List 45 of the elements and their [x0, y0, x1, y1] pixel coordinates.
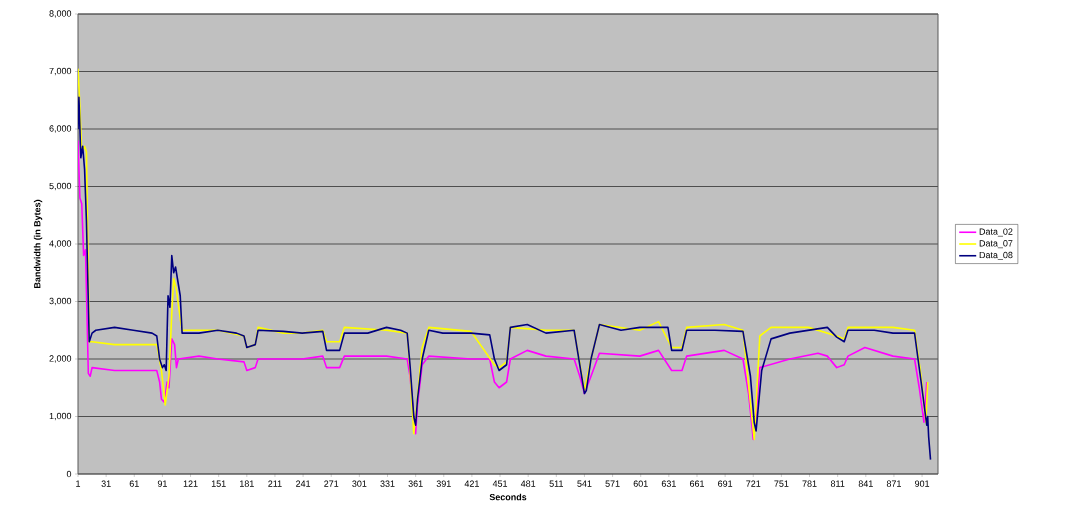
x-tick-label: 91	[157, 480, 167, 487]
x-tick-label: 781	[802, 480, 817, 487]
y-tick-label: 8,000	[49, 10, 72, 18]
x-tick-label: 331	[380, 480, 395, 487]
x-tick-label: 601	[633, 480, 648, 487]
y-tick-label: 6,000	[49, 125, 72, 133]
x-tick-label: 391	[436, 480, 451, 487]
x-tick-label: 241	[296, 480, 311, 487]
x-tick-label: 181	[240, 480, 254, 487]
x-tick-label: 1	[76, 480, 81, 487]
x-tick-label: 901	[915, 480, 930, 487]
x-tick-label: 541	[577, 480, 592, 487]
x-tick-label: 811	[830, 480, 845, 487]
x-tick-label: 211	[268, 480, 282, 487]
x-tick-label: 31	[101, 480, 111, 487]
legend-label: Data_07	[979, 240, 1013, 249]
x-tick-label: 121	[183, 480, 198, 487]
x-tick-label: 151	[211, 480, 226, 487]
x-tick-label: 451	[492, 480, 508, 487]
x-tick-label: 361	[408, 480, 423, 487]
x-tick-label: 751	[774, 480, 789, 487]
y-tick-label: 0	[66, 470, 72, 478]
x-tick-label: 61	[129, 480, 139, 487]
y-tick-label: 1,000	[49, 412, 72, 421]
y-tick-label: 5,000	[49, 182, 72, 191]
legend-label: Data_02	[979, 228, 1013, 237]
y-axis-title: Bandwidth (in Bytes)	[33, 199, 43, 288]
x-tick-label: 841	[858, 480, 873, 487]
legend-label: Data_08	[979, 251, 1013, 260]
x-tick-label: 481	[520, 480, 536, 487]
x-tick-label: 301	[352, 480, 367, 487]
x-tick-label: 691	[718, 480, 733, 487]
y-tick-label: 7,000	[49, 67, 72, 76]
x-tick-label: 871	[886, 480, 901, 487]
y-tick-label: 2,000	[49, 355, 72, 363]
x-tick-label: 721	[746, 480, 761, 487]
x-tick-label: 571	[605, 480, 620, 487]
y-tick-label: 4,000	[49, 240, 72, 248]
x-tick-label: 631	[661, 480, 676, 487]
x-tick-label: 271	[324, 480, 339, 487]
x-tick-label: 511	[549, 480, 564, 487]
x-tick-label: 661	[689, 480, 705, 487]
x-tick-label: 421	[464, 480, 479, 487]
y-tick-label: 3,000	[49, 297, 72, 306]
x-axis-title: Seconds	[489, 493, 527, 501]
